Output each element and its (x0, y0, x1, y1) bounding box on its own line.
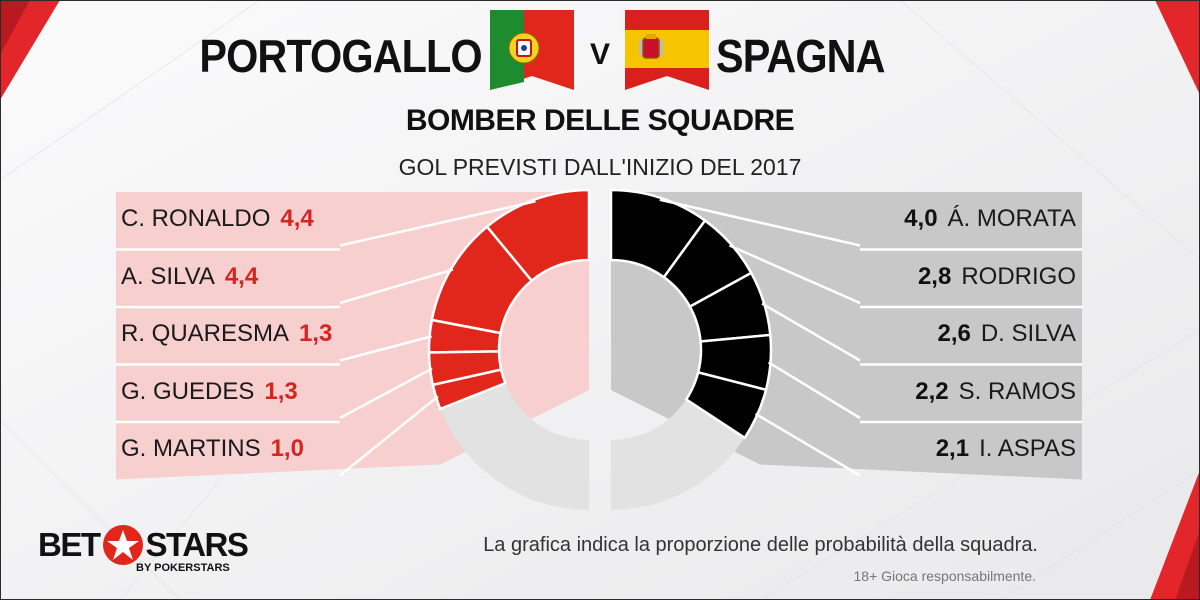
spain-leader-line-4 (767, 361, 861, 420)
player-goals-value: 2,8 (917, 262, 952, 290)
corner-decoration-bottom-right-shade (1175, 530, 1200, 600)
player-name: G. GUEDES (121, 377, 255, 405)
player-name: S. RAMOS (958, 377, 1076, 405)
spain-player-row: 4,0 Á. MORATA (904, 204, 1076, 234)
spain-wedge-5 (684, 370, 768, 440)
spain-player-row: 2,2 S. RAMOS (915, 377, 1076, 407)
chart-footnote: La grafica indica la proporzione delle p… (483, 534, 1038, 556)
player-name: D. SILVA (980, 320, 1076, 347)
portugal-leader-line-3 (339, 335, 432, 362)
player-name: G. MARTINS (121, 435, 261, 462)
versus-label: V (590, 38, 611, 71)
player-name: I. ASPAS (979, 435, 1076, 462)
player-goals-value: 4,4 (280, 205, 314, 232)
corner-decoration-top-right (1155, 0, 1200, 95)
chart-caption: GOL PREVISTI DALL'INIZIO DEL 2017 (398, 154, 802, 180)
portugal-leader-line-5 (339, 395, 439, 477)
spain-leader-line-1 (659, 198, 861, 247)
player-name: RODRIGO (961, 262, 1076, 290)
spain-player-row: 2,1 I. ASPAS (936, 434, 1076, 464)
portugal-flag-icon (490, 10, 574, 90)
logo-word-left: BET (38, 526, 101, 563)
player-goals-value: 2,1 (935, 435, 970, 462)
player-goals-value: 1,0 (270, 435, 304, 462)
spain-leader-line-3 (761, 302, 861, 362)
portugal-player-row: C. RONALDO 4,4 (121, 204, 314, 234)
portugal-player-row: A. SILVA 4,4 (121, 262, 258, 292)
player-goals-value: 2,2 (915, 377, 949, 405)
logo-subtitle: BY POKERSTARS (136, 562, 230, 574)
portugal-leader-line-2 (339, 268, 454, 305)
portugal-player-row: G. MARTINS 1,0 (121, 434, 304, 464)
portugal-player-row: G. GUEDES 1,3 (121, 377, 298, 407)
player-name: R. QUARESMA (121, 320, 290, 347)
responsible-gaming-disclaimer: 18+ Gioca responsabilmente. (853, 568, 1037, 584)
spain-leader-line-2 (729, 244, 861, 305)
player-goals-value: 1,3 (299, 320, 333, 347)
spain-player-row: 2,6 D. SILVA (937, 319, 1076, 349)
player-name: C. RONALDO (121, 205, 271, 232)
portugal-leader-line-4 (339, 367, 433, 420)
betstars-logo: BET STARS BY POKERSTARS (38, 524, 249, 574)
team-left-name: PORTOGALLO (199, 30, 483, 82)
player-goals-value: 4,4 (224, 262, 259, 290)
chart-subtitle: BOMBER DELLE SQUADRE (405, 104, 795, 137)
spain-flag-icon (625, 10, 709, 90)
portugal-player-row: R. QUARESMA 1,3 (121, 319, 332, 349)
corner-decoration-top-left-shade (0, 0, 30, 55)
spain-player-row: 2,8 RODRIGO (918, 262, 1076, 292)
player-goals-value: 1,3 (264, 377, 298, 405)
player-name: A. SILVA (121, 262, 215, 290)
spain-leader-line-5 (754, 412, 861, 477)
portugal-wedge-5 (431, 368, 507, 411)
player-goals-value: 4,0 (904, 205, 938, 232)
player-name: Á. MORATA (947, 205, 1076, 232)
player-goals-value: 2,6 (937, 320, 971, 347)
logo-word-right: STARS (145, 526, 249, 563)
team-right-name: SPAGNA (716, 30, 886, 82)
star-icon (102, 525, 143, 565)
portugal-leader-line-1 (339, 200, 536, 247)
